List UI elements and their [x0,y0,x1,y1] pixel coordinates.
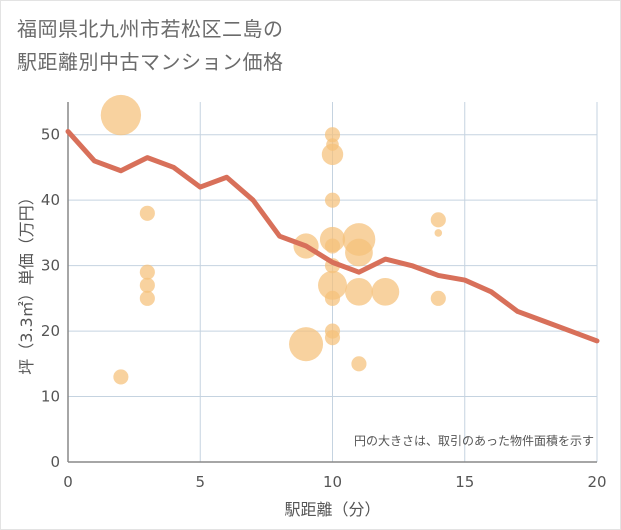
y-tick-label: 0 [50,453,60,471]
x-axis-label: 駅距離（分） [284,500,380,519]
scatter-point [324,290,341,306]
chart-annotation: 円の大きさは、取引のあった物件面積を示す [354,433,594,448]
chart-title: 福岡県北九州市若松区二島の 駅距離別中古マンション価格 [17,13,284,79]
scatter-point [321,143,344,166]
scatter-point [318,270,347,300]
x-tick-label: 5 [195,473,205,491]
x-tick-label: 0 [63,473,73,491]
x-tick-label: 10 [323,473,342,491]
scatter-point [345,238,373,267]
scatter-point [100,94,142,136]
scatter-point [139,264,155,280]
x-tick-label: 15 [455,473,474,491]
scatter-point [345,277,373,306]
y-tick-label: 50 [41,126,60,144]
y-tick-label: 30 [41,257,60,275]
scatter-point [139,205,155,221]
trend-line [65,128,600,344]
scatter-point [324,330,341,346]
y-tick-label: 40 [41,191,60,209]
scatter-point [430,290,446,306]
y-axis-label: 坪（3.3㎡）単価（万円） [17,189,36,374]
scatter-point [324,127,341,143]
scatter-point [139,290,155,306]
scatter-point [371,277,400,306]
scatter-point [324,192,341,208]
x-tick-label: 20 [587,473,606,491]
chart-title-line2: 駅距離別中古マンション価格 [17,50,284,74]
scatter-point [434,229,443,237]
y-tick-label: 20 [41,322,60,340]
scatter-point [351,356,367,372]
scatter-point [289,327,324,362]
y-tick-label: 10 [41,388,60,406]
chart-title-line1: 福岡県北九州市若松区二島の [17,17,284,41]
scatter-point [324,238,341,254]
scatter-point [113,369,129,385]
scatter-point [139,277,155,293]
scatter-point [430,212,446,228]
